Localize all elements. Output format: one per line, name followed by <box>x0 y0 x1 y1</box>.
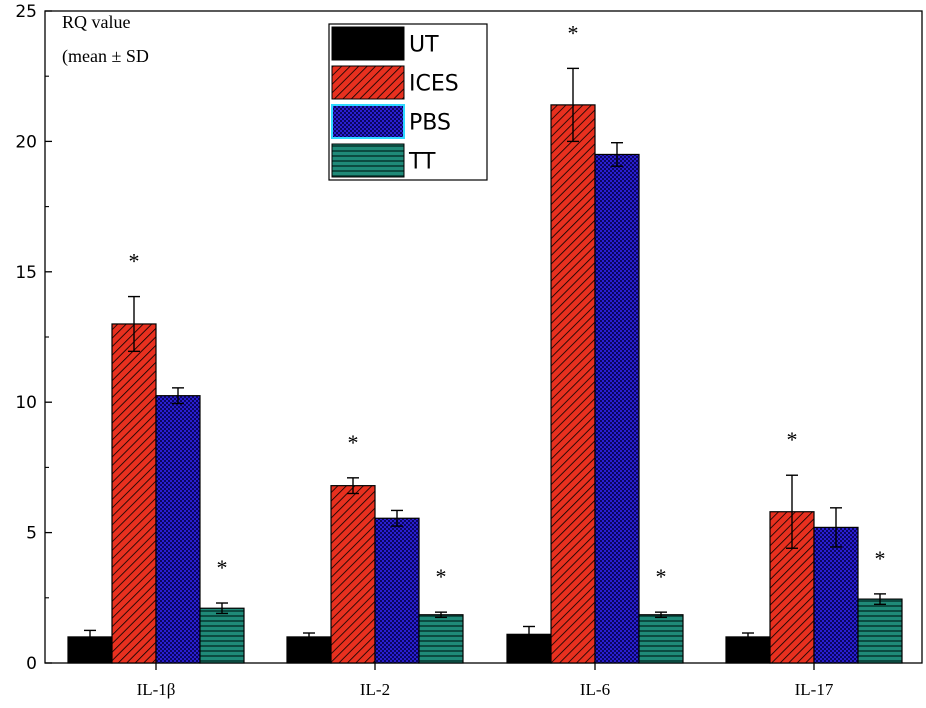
bars <box>67 104 903 664</box>
y-axis-label-line-2: (mean ± SD <box>62 46 149 67</box>
y-tick-label: 10 <box>15 393 37 413</box>
significance-star: * <box>568 20 579 45</box>
significance-star: * <box>787 427 798 452</box>
bar-tt-1 <box>199 607 245 664</box>
legend-label-tt: TT <box>408 150 436 175</box>
bar-ices-3 <box>550 104 596 664</box>
legend-swatch-tt <box>331 143 405 178</box>
x-tick-label: IL-6 <box>580 680 610 699</box>
y-tick-label: 25 <box>15 2 37 22</box>
significance-markers: * * * * * * * * <box>129 20 886 589</box>
x-tick-label: IL-2 <box>360 680 390 699</box>
legend-label-ices: ICES <box>409 72 459 97</box>
error-bars <box>84 67 886 645</box>
y-tick-label: 5 <box>26 524 37 544</box>
bar-tt-4 <box>857 598 903 664</box>
bar-pbs-1 <box>155 395 201 664</box>
significance-star: * <box>217 555 228 580</box>
x-tick-label: IL-1β <box>137 680 176 699</box>
legend-label-pbs: PBS <box>409 111 451 136</box>
legend-label-ut: UT <box>409 33 439 58</box>
bar-pbs-4 <box>813 526 859 664</box>
legend-swatch-ices <box>331 65 405 100</box>
legend-swatch-pbs <box>331 104 405 139</box>
significance-star: * <box>656 564 667 589</box>
y-axis-label: RQ value (mean ± SD <box>62 12 149 67</box>
y-tick-label: 15 <box>15 263 37 283</box>
bar-pbs-3 <box>594 153 640 664</box>
y-axis: 0 5 10 15 20 25 <box>15 2 52 674</box>
y-tick-label: 20 <box>15 132 37 152</box>
bar-ices-2 <box>330 485 376 664</box>
significance-star: * <box>436 564 447 589</box>
legend-swatch-ut <box>331 26 405 61</box>
significance-star: * <box>129 249 140 274</box>
y-tick-label: 0 <box>26 654 37 674</box>
legend: UT ICES PBS TT <box>328 23 488 181</box>
bar-tt-3 <box>638 614 684 664</box>
significance-star: * <box>348 430 359 455</box>
bar-ices-1 <box>111 323 157 664</box>
y-axis-label-line-1: RQ value <box>62 12 130 32</box>
bar-tt-2 <box>418 614 464 664</box>
bar-pbs-2 <box>374 517 420 664</box>
significance-star: * <box>875 546 886 571</box>
x-tick-label: IL-17 <box>795 680 834 699</box>
x-axis: IL-1β IL-2 IL-6 IL-17 <box>137 663 834 699</box>
